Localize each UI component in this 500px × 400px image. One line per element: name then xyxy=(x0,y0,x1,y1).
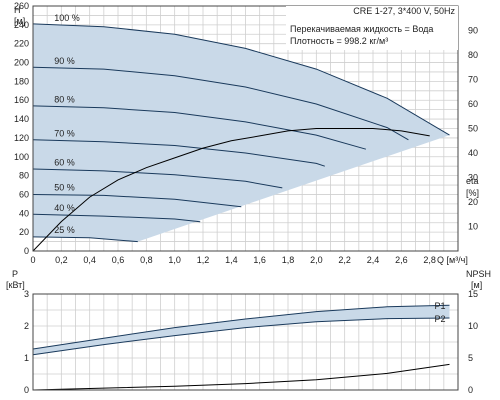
flow-tick-label: 0,6 xyxy=(112,255,125,265)
head-envelope-area xyxy=(33,23,450,242)
eta-tick-label: 80 xyxy=(468,50,478,60)
npsh-curve xyxy=(32,363,450,391)
head-tick-label: 240 xyxy=(14,20,29,30)
eta-axis-label-symbol: eta xyxy=(466,176,479,186)
speed-percent-label: 50 % xyxy=(54,183,75,193)
power-series-label: P2 xyxy=(434,314,445,324)
head-operating-range xyxy=(33,23,450,242)
flow-tick-label: 2,4 xyxy=(367,255,380,265)
head-tick-label: 80 xyxy=(19,171,29,181)
flow-tick-label: 2,8 xyxy=(423,255,436,265)
npsh-curves xyxy=(32,363,450,391)
head-tick-label: 40 xyxy=(19,208,29,218)
eta-tick-label: 50 xyxy=(468,124,478,134)
head-tick-label: 160 xyxy=(14,95,29,105)
eta-tick-label: 10 xyxy=(468,222,478,232)
head-tick-label: 140 xyxy=(14,114,29,124)
npsh-axis-label-symbol: NPSH xyxy=(466,269,491,279)
power-chart-frame xyxy=(32,293,459,391)
flow-tick-label: 0,2 xyxy=(55,255,68,265)
head-curve xyxy=(32,66,409,141)
head-chart-frame xyxy=(32,5,459,252)
power-curve xyxy=(32,304,450,350)
head-tick-label: 260 xyxy=(14,1,29,11)
power-series-label: P1 xyxy=(434,301,445,311)
chart-labels: 0204060801001201401601802002202402601020… xyxy=(14,1,478,395)
head-tick-label: 0 xyxy=(24,246,29,256)
power-operating-range xyxy=(33,305,450,355)
power-tick-label: 3 xyxy=(24,289,29,299)
speed-percent-label: 100 % xyxy=(54,13,80,23)
flow-tick-label: 0,4 xyxy=(83,255,96,265)
npsh-tick-label: 10 xyxy=(468,321,478,331)
head-curve xyxy=(32,105,367,150)
power-curves xyxy=(32,304,450,356)
eta-tick-label: 20 xyxy=(468,197,478,207)
head-tick-label: 120 xyxy=(14,133,29,143)
head-tick-label: 100 xyxy=(14,152,29,162)
speed-percent-label: 70 % xyxy=(54,128,75,138)
eta-tick-label: 40 xyxy=(468,148,478,158)
head-tick-label: 200 xyxy=(14,58,29,68)
head-curves xyxy=(32,23,450,243)
npsh-tick-label: 0 xyxy=(468,385,473,395)
flow-tick-label: 1,8 xyxy=(282,255,295,265)
head-curve xyxy=(32,236,138,243)
eta-axis-label-unit: [%] xyxy=(466,188,479,198)
npsh-tick-label: 15 xyxy=(468,289,478,299)
power-tick-label: 0 xyxy=(24,385,29,395)
head-axis-label-symbol: H xyxy=(14,5,21,15)
power-axis-label-symbol: P xyxy=(12,269,18,279)
power-curve xyxy=(32,317,450,356)
speed-percent-label: 40 % xyxy=(54,203,75,213)
speed-percent-label: 90 % xyxy=(54,56,75,66)
speed-percent-label: 60 % xyxy=(54,158,75,168)
eta-tick-label: 90 xyxy=(468,26,478,36)
flow-tick-label: 0,8 xyxy=(140,255,153,265)
power-tick-label: 1 xyxy=(24,353,29,363)
npsh-axis-label-unit: [м] xyxy=(471,280,482,290)
eta-tick-label: 70 xyxy=(468,75,478,85)
header-model: CRE 1-27, 3*400 V, 50Hz xyxy=(353,6,455,16)
power-tick-label: 2 xyxy=(24,321,29,331)
npsh-tick-label: 5 xyxy=(468,353,473,363)
power-axis-label-unit: [кВт] xyxy=(6,280,25,290)
flow-tick-label: 2,2 xyxy=(338,255,351,265)
power-envelope-area xyxy=(33,305,450,355)
flow-tick-label: 1,4 xyxy=(225,255,238,265)
header-density: Плотность = 998.2 кг/м³ xyxy=(290,36,388,46)
flow-tick-label: 1,2 xyxy=(197,255,210,265)
eta-tick-label: 60 xyxy=(468,99,478,109)
speed-percent-label: 80 % xyxy=(54,94,75,104)
flow-tick-label: 2,6 xyxy=(395,255,408,265)
head-tick-label: 20 xyxy=(19,227,29,237)
efficiency-curves xyxy=(32,128,430,252)
flow-tick-label: 1,0 xyxy=(168,255,181,265)
head-tick-label: 220 xyxy=(14,39,29,49)
flow-axis-label: Q [м³/ч] xyxy=(437,255,468,265)
speed-percent-label: 25 % xyxy=(54,225,75,235)
head-curve xyxy=(32,168,283,189)
eta-tick-label: 30 xyxy=(468,173,478,183)
head-curve xyxy=(32,194,242,208)
head-axis-label-unit: [м] xyxy=(14,16,25,26)
flow-tick-label: 2,0 xyxy=(310,255,323,265)
head-curve xyxy=(32,139,325,167)
header-box xyxy=(286,6,458,50)
flow-tick-label: 1,6 xyxy=(253,255,266,265)
head-curve xyxy=(32,23,450,136)
eta-curve xyxy=(32,128,430,252)
flow-tick-label: 0 xyxy=(30,255,35,265)
head-tick-label: 60 xyxy=(19,189,29,199)
header-liquid: Перекачиваемая жидкость = Вода xyxy=(290,24,433,34)
head-tick-label: 180 xyxy=(14,76,29,86)
